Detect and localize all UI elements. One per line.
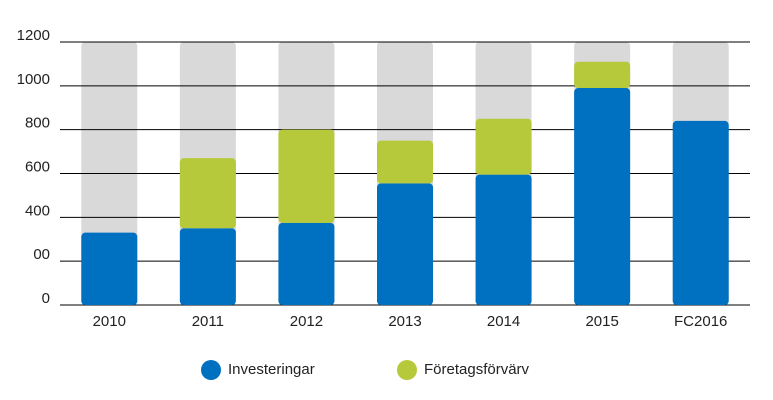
x-tick-label: 2015 [585,313,618,330]
legend-marker [201,360,221,380]
y-tick-label: 1000 [17,71,50,88]
y-tick-label: 400 [25,202,50,219]
bar [574,61,631,89]
bar [574,88,631,306]
bar [179,158,236,229]
bar [475,118,532,175]
x-tick-label: 2013 [388,313,421,330]
bar [278,222,335,305]
y-tick-label: 800 [25,115,50,132]
x-tick-label: 2011 [192,313,224,330]
legend-label: Företagsförvärv [424,361,530,378]
bar [81,232,138,305]
y-tick-label: 1200 [17,27,50,44]
bar [179,228,236,305]
bar [377,140,433,184]
y-tick-label: 00 [33,246,50,263]
legend-marker [397,360,417,380]
y-tick-label: 600 [25,158,50,175]
x-tick-label: 2010 [93,313,126,330]
bar [278,129,335,223]
x-tick-label: FC2016 [674,313,727,330]
x-tick-label: 2012 [290,313,323,330]
bar [377,183,433,305]
legend-label: Investeringar [228,361,315,378]
bar [672,120,729,306]
y-tick-label: 0 [42,290,50,307]
x-tick-label: 2014 [487,313,520,330]
bar [475,174,532,305]
